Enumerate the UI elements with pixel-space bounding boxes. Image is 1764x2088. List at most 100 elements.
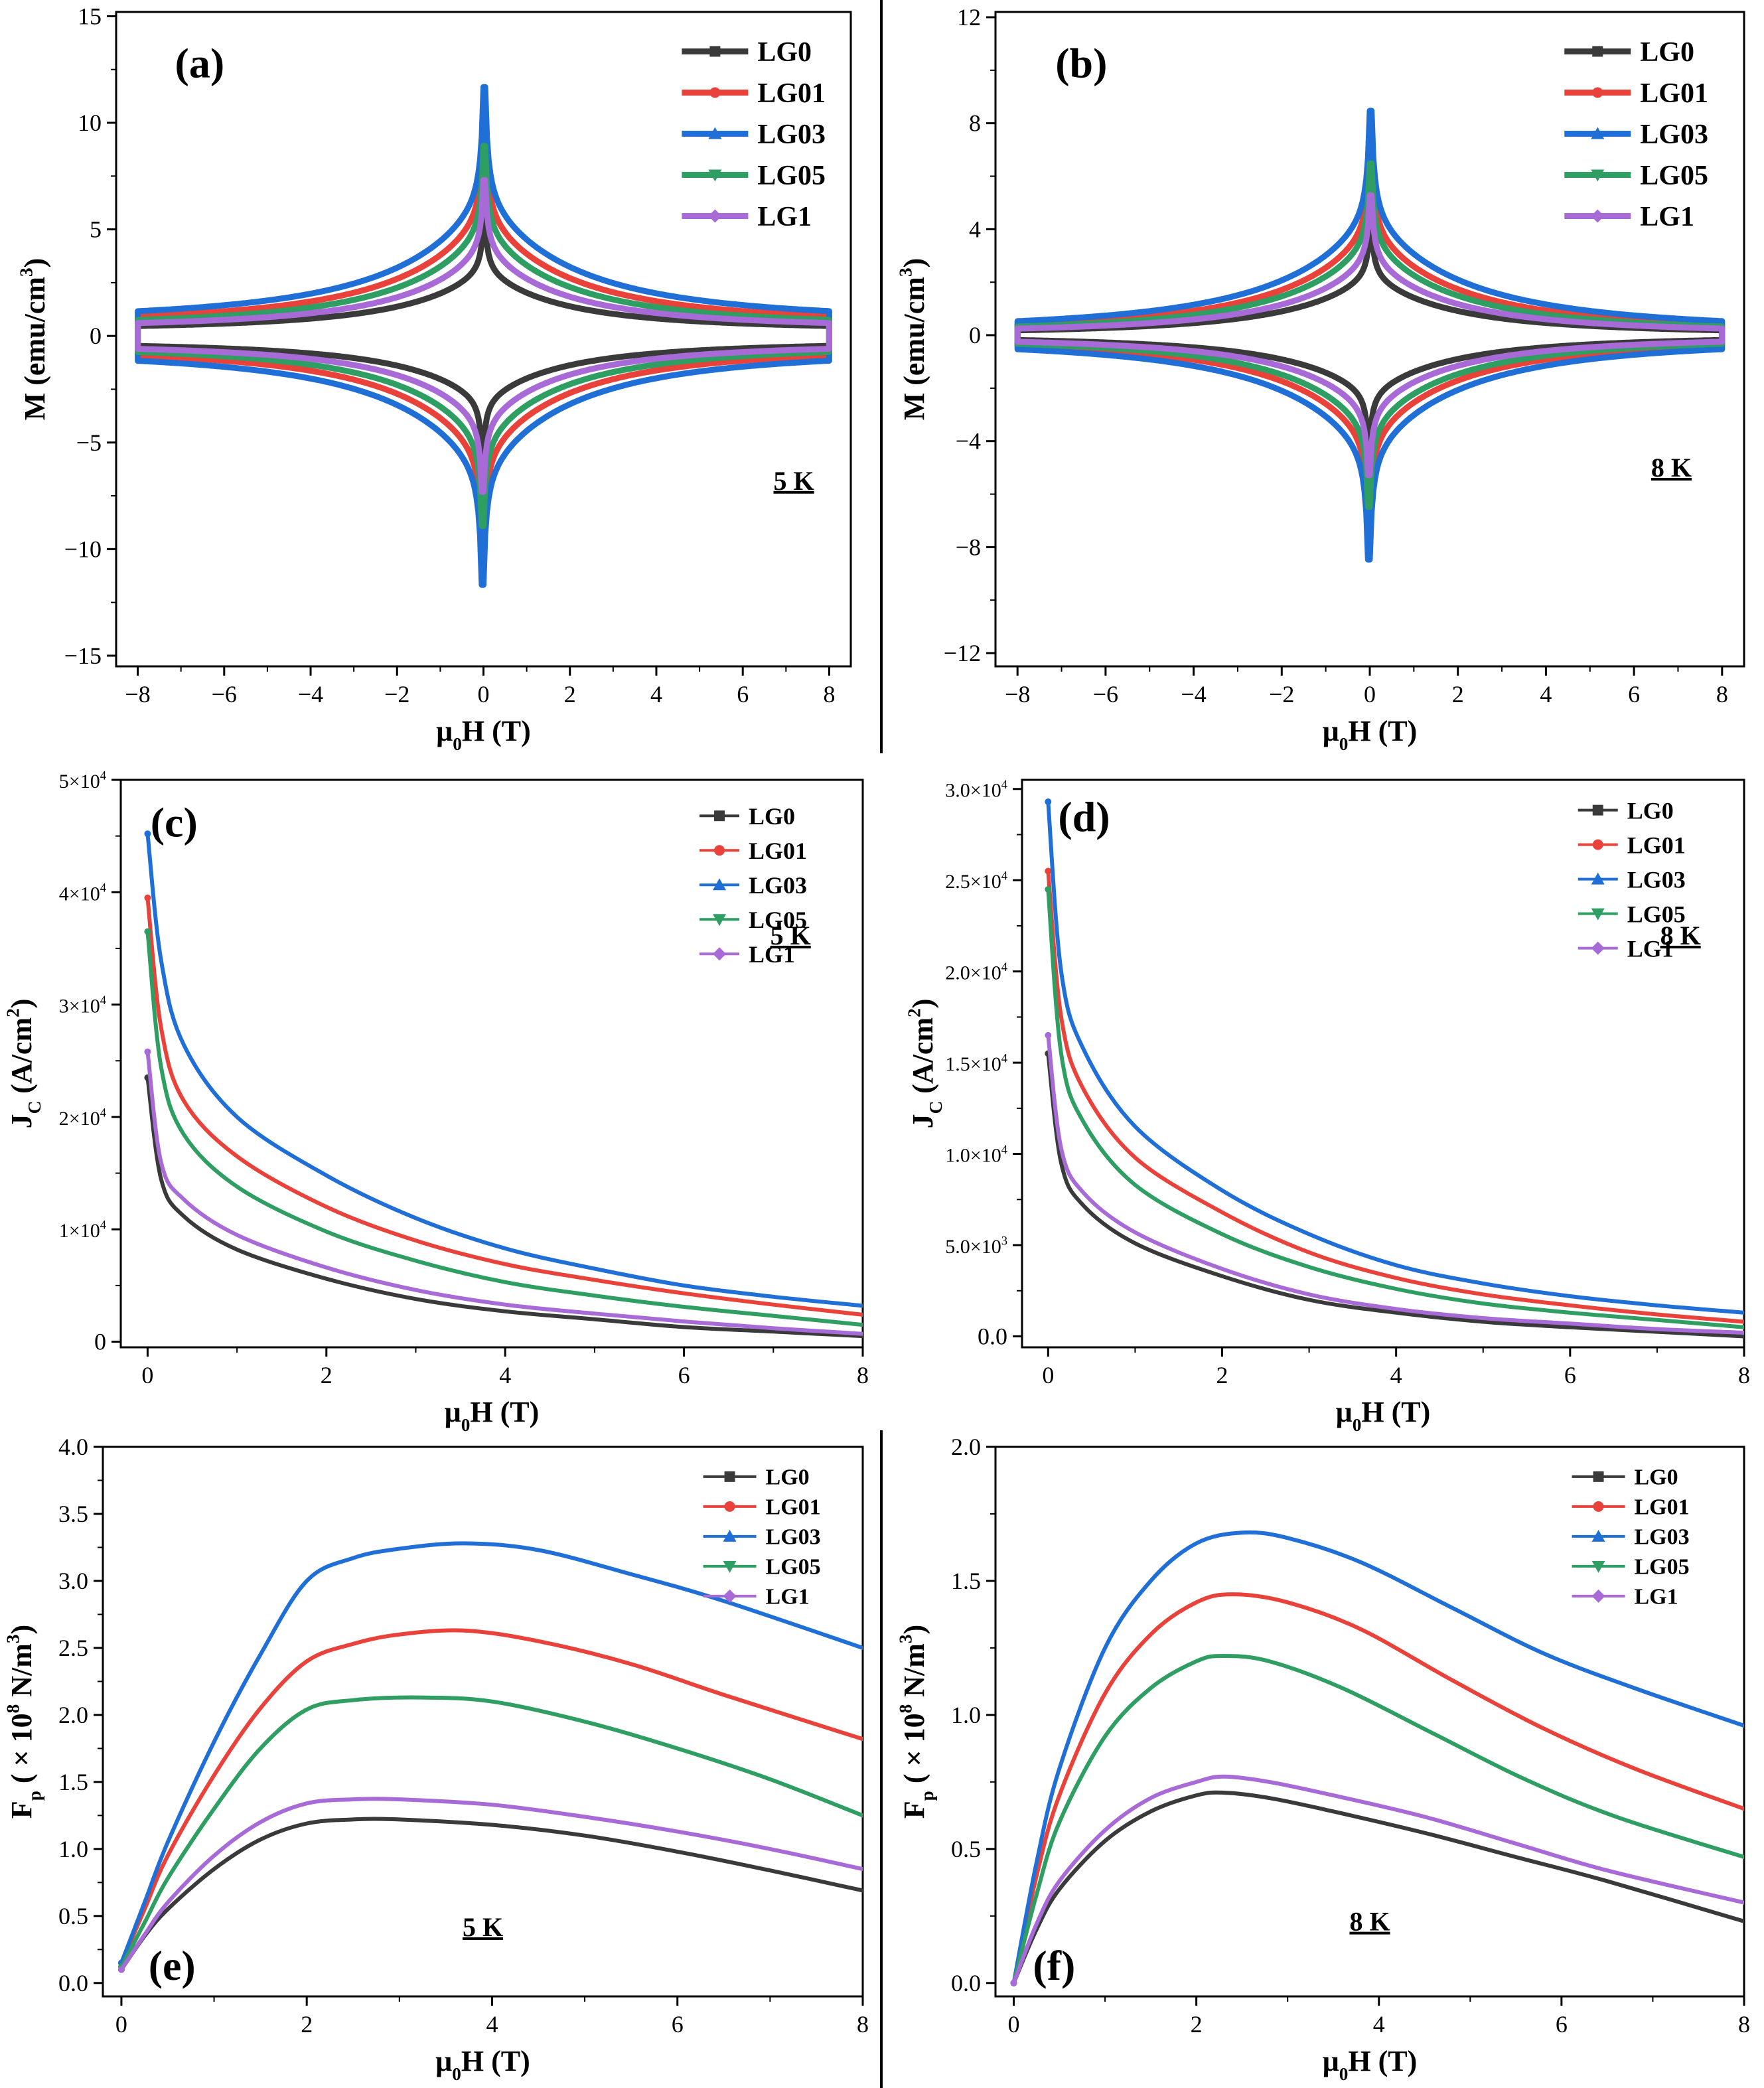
y-axis-label-a: M (emu/cm3) xyxy=(17,258,51,421)
legend-label-f-LG01: LG01 xyxy=(1635,1495,1690,1520)
chart-panel-d: 0 2 4 6 8 0.0 5.0×103 1.0×104 1.5×104 2.0×104 2.5×… xyxy=(905,778,1750,1435)
series-line-c-LG0 xyxy=(145,1075,863,1339)
x-axis-label-f: μ0H (T) xyxy=(1323,2045,1417,2084)
legend-label-b-LG03: LG03 xyxy=(1640,119,1708,150)
chart-panel-c: 0 2 4 6 8 0 1×104 2×104 3×104 4×104 5×104 μ0H (T) JC… xyxy=(3,769,869,1435)
y-tick-label-f-1: 0.5 xyxy=(951,1836,981,1862)
x-tick-label-c-1: 2 xyxy=(321,1362,332,1388)
y-tick-label-d-1: 5.0×103 xyxy=(945,1234,1007,1258)
x-tick-label-e-4: 8 xyxy=(857,2011,869,2038)
y-tick-label-e-2: 1.0 xyxy=(58,1836,88,1862)
x-tick-label-b-2: −4 xyxy=(1181,681,1206,708)
x-tick-label-b-6: 4 xyxy=(1540,681,1552,708)
x-tick-label-a-4: 0 xyxy=(478,681,490,708)
series-line-e-LG1 xyxy=(119,1797,863,1972)
series-line-f-LG03 xyxy=(1011,1530,1744,1985)
legend-label-c-LG01: LG01 xyxy=(749,838,807,864)
series-line-f-LG0 xyxy=(1011,1790,1744,1985)
y-tick-label-f-0: 0.0 xyxy=(951,1970,981,1996)
series-line-c-LG1 xyxy=(145,1049,863,1336)
y-tick-label-a-2: −5 xyxy=(76,429,102,456)
y-tick-label-b-0: −12 xyxy=(944,640,981,666)
legend-marker-e-LG05 xyxy=(723,1560,737,1573)
series-start-point-c-LG01 xyxy=(144,894,151,901)
legend-marker-d-LG05 xyxy=(1591,908,1605,921)
x-tick-label-f-4: 8 xyxy=(1738,2011,1750,2038)
y-tick-label-b-5: 8 xyxy=(969,110,981,137)
legend-label-b-LG01: LG01 xyxy=(1640,78,1708,109)
legend-marker-f-LG0 xyxy=(1593,1471,1604,1482)
y-tick-label-e-0: 0.0 xyxy=(58,1970,88,1996)
legend-marker-d-LG0 xyxy=(1592,804,1603,816)
series-start-point-c-LG03 xyxy=(144,830,151,838)
legend-label-e-LG01: LG01 xyxy=(766,1495,821,1520)
legend-marker-b-LG01 xyxy=(1592,87,1603,98)
plot-area-a xyxy=(135,84,832,588)
series-line-d-LG03 xyxy=(1046,800,1744,1315)
x-tick-label-f-3: 6 xyxy=(1556,2011,1568,2038)
legend-b: LG0 LG01 LG03 LG05 LG1 xyxy=(1564,37,1708,232)
legend-marker-c-LG01 xyxy=(714,845,725,856)
y-tick-label-d-4: 2.0×104 xyxy=(945,960,1007,984)
panel-label-a: (a) xyxy=(175,40,225,87)
x-tick-label-a-1: −6 xyxy=(212,681,237,708)
plot-area-f xyxy=(1010,1530,1744,1986)
legend-label-d-LG03: LG03 xyxy=(1627,866,1686,893)
plot-frame-c xyxy=(119,779,864,1349)
chart-panel-e: 0 2 4 6 8 0.0 0.5 1.0 1.5 2.0 2.5 3.0 3.5 4.0 μ0H (T) F… xyxy=(3,1434,869,2084)
y-tick-label-c-2: 2×104 xyxy=(59,1106,106,1130)
temperature-label-d: 8 K xyxy=(1660,921,1701,950)
x-tick-label-b-7: 6 xyxy=(1628,681,1640,708)
series-start-point-e-LG1 xyxy=(117,1966,125,1973)
x-tick-label-c-4: 8 xyxy=(857,1362,869,1388)
legend-label-f-LG1: LG1 xyxy=(1635,1585,1678,1609)
legend-f: LG0 LG01 LG03 LG05 LG1 xyxy=(1572,1465,1690,1609)
legend-a: LG0 LG01 LG03 LG05 LG1 xyxy=(682,37,826,232)
legend-marker-c-LG0 xyxy=(714,810,725,822)
legend-marker-b-LG0 xyxy=(1592,46,1603,57)
y-tick-label-b-6: 12 xyxy=(957,4,981,31)
x-tick-label-e-3: 6 xyxy=(672,2011,684,2038)
y-tick-label-c-3: 3×104 xyxy=(59,994,106,1017)
series-line-c-LG03 xyxy=(145,832,863,1308)
series-line-e-LG05 xyxy=(119,1695,863,1969)
legend-label-a-LG03: LG03 xyxy=(757,119,826,150)
temperature-label-f: 8 K xyxy=(1349,1907,1390,1937)
plot-area-b xyxy=(1014,108,1726,563)
legend-marker-c-LG03 xyxy=(713,878,727,891)
temperature-label-a: 5 K xyxy=(774,466,814,496)
x-tick-label-b-1: −6 xyxy=(1093,681,1118,708)
chart-panel-a: −8 −6 −4 −2 0 2 4 6 8 −15 −10 −5 0 5 10 15 μ0H (T) M (emu… xyxy=(17,3,852,754)
series-line-e-LG03 xyxy=(119,1541,863,1965)
y-tick-label-f-3: 1.5 xyxy=(951,1568,981,1594)
series-line-b-LG03 xyxy=(1014,108,1726,563)
legend-marker-e-LG01 xyxy=(724,1501,735,1512)
legend-label-b-LG1: LG1 xyxy=(1640,202,1694,232)
y-tick-label-b-3: 0 xyxy=(969,322,981,348)
y-tick-label-a-1: −10 xyxy=(64,536,102,562)
legend-label-a-LG05: LG05 xyxy=(757,161,826,191)
legend-label-a-LG01: LG01 xyxy=(757,78,826,109)
plot-frame-f xyxy=(994,1446,1745,1998)
legend-label-b-LG0: LG0 xyxy=(1640,37,1694,68)
panel-label-f: (f) xyxy=(1033,1942,1075,1989)
y-tick-label-c-1: 1×104 xyxy=(59,1219,106,1242)
series-line-b-LG0 xyxy=(1014,222,1726,449)
legend-label-c-LG03: LG03 xyxy=(749,872,807,899)
legend-d: LG0 LG01 LG03 LG05 LG1 xyxy=(1578,797,1686,962)
x-tick-label-c-2: 4 xyxy=(499,1362,511,1388)
legend-marker-a-LG05 xyxy=(708,169,722,182)
y-axis-label-c: JC (A/cm2) xyxy=(3,999,45,1129)
legend-e: LG0 LG01 LG03 LG05 LG1 xyxy=(703,1465,821,1609)
legend-marker-b-LG03 xyxy=(1591,127,1605,139)
legend-label-f-LG03: LG03 xyxy=(1635,1525,1690,1550)
x-tick-label-f-2: 4 xyxy=(1373,2011,1385,2038)
x-tick-label-b-8: 8 xyxy=(1716,681,1728,708)
series-line-e-LG0 xyxy=(119,1817,863,1972)
chart-panel-b: −8 −6 −4 −2 0 2 4 6 8 −12 −8 −4 0 4 8 12 μ0H (T) M (emu/c… xyxy=(896,4,1745,754)
series-start-point-c-LG1 xyxy=(144,1048,151,1055)
y-tick-label-c-0: 0 xyxy=(94,1329,106,1355)
series-line-f-LG01 xyxy=(1011,1592,1744,1985)
series-line-d-LG1 xyxy=(1046,1033,1744,1335)
plot-frame-e xyxy=(102,1446,864,1998)
